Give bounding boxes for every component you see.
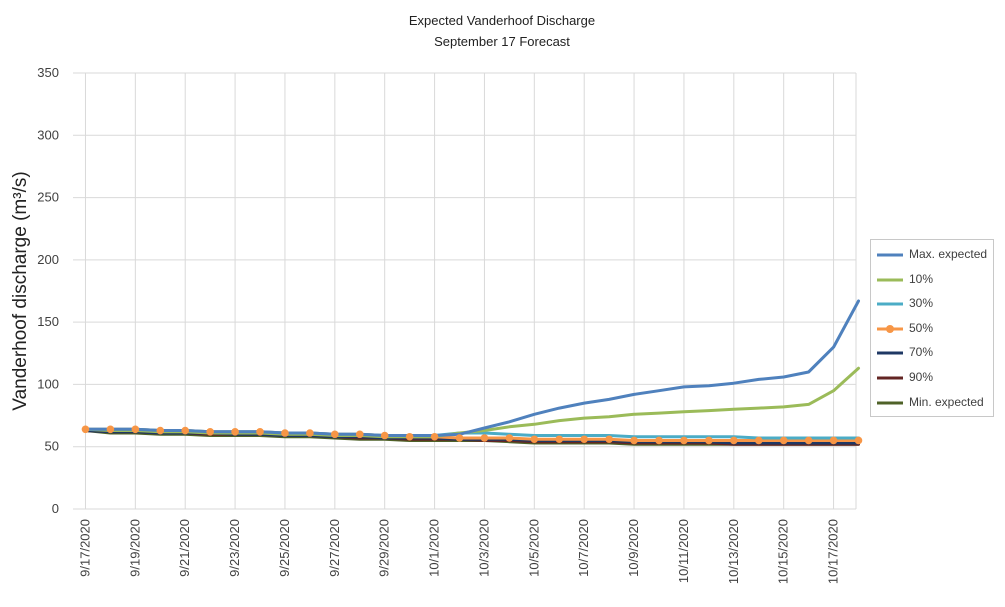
data-point-marker	[231, 427, 239, 436]
x-tick-label: 9/23/2020	[227, 519, 242, 577]
series-line-10-	[84, 366, 860, 439]
legend-swatch	[877, 376, 903, 380]
data-point-marker	[779, 436, 788, 445]
x-tick-label: 10/15/2020	[776, 519, 791, 584]
data-point-marker	[455, 434, 464, 442]
data-point-marker	[81, 425, 90, 434]
data-point-marker	[530, 435, 539, 444]
chart-title: Expected Vanderhoof Discharge	[409, 13, 595, 28]
data-point-marker	[854, 436, 863, 445]
series-lines	[84, 299, 860, 446]
legend-swatch	[877, 351, 903, 355]
data-point-marker	[730, 436, 738, 445]
x-tick-label: 9/25/2020	[277, 519, 292, 577]
legend-label: 30%	[909, 296, 934, 311]
legend-label: 50%	[909, 320, 934, 335]
data-point-marker	[256, 427, 264, 436]
x-tick-label: 10/3/2020	[476, 519, 491, 577]
legend-swatch	[877, 253, 903, 257]
legend-swatch	[877, 278, 903, 282]
data-point-marker	[829, 436, 838, 445]
series-line-max-expected	[84, 299, 860, 437]
data-point-marker	[331, 430, 339, 439]
legend-item: Max. expected	[875, 246, 993, 264]
data-point-marker	[181, 426, 190, 435]
legend-item: Min. expected	[875, 394, 993, 412]
chart-subtitle: September 17 Forecast	[434, 34, 570, 49]
x-tick-label: 9/27/2020	[327, 519, 342, 577]
data-point-marker	[380, 431, 389, 440]
legend-swatch	[877, 401, 903, 405]
y-tick-label: 250	[37, 190, 59, 205]
x-tick-label: 9/19/2020	[127, 519, 142, 577]
legend-item: 70%	[875, 344, 993, 362]
y-tick-label: 50	[45, 439, 59, 454]
x-tick-label: 10/7/2020	[576, 519, 591, 577]
data-point-marker	[655, 436, 663, 445]
data-point-marker	[206, 427, 214, 436]
data-point-marker	[306, 429, 314, 437]
data-point-marker	[281, 429, 289, 437]
data-point-marker	[630, 436, 638, 445]
legend: Max. expected 10% 30% 50% 70% 90% Min. expecte…	[870, 239, 994, 417]
series-markers	[81, 425, 863, 445]
x-tick-label: 10/1/2020	[427, 519, 442, 577]
tick-labels: 0 50 100 150 200 250 300 350 9/17/2020 9/19/2020 9…	[37, 65, 840, 584]
data-point-marker	[131, 425, 140, 434]
data-point-marker	[680, 436, 688, 445]
data-point-marker	[505, 434, 514, 442]
x-tick-label: 10/11/2020	[676, 519, 691, 583]
y-tick-label: 350	[37, 65, 59, 80]
data-point-marker	[430, 432, 439, 441]
data-point-marker	[405, 432, 414, 441]
x-tick-label: 10/5/2020	[526, 519, 541, 577]
x-tick-label: 9/29/2020	[377, 519, 392, 577]
data-point-marker	[705, 436, 713, 445]
legend-swatch	[877, 302, 903, 306]
data-point-marker	[754, 436, 763, 445]
legend-label: Min. expected	[909, 394, 984, 409]
y-tick-label: 150	[37, 314, 59, 329]
x-tick-label: 9/17/2020	[77, 519, 92, 577]
data-point-marker	[156, 426, 165, 435]
legend-label: 70%	[909, 345, 934, 360]
data-point-marker	[106, 425, 115, 434]
y-tick-label: 300	[37, 127, 59, 142]
y-axis-title: Vanderhoof discharge (m³/s)	[10, 171, 31, 410]
data-point-marker	[555, 435, 564, 444]
legend-label: 90%	[909, 370, 934, 384]
y-tick-label: 200	[37, 252, 59, 267]
x-tick-label: 9/21/2020	[177, 519, 192, 577]
y-tick-label: 100	[37, 376, 59, 391]
data-point-marker	[580, 435, 588, 444]
legend-item: 10%	[875, 271, 993, 289]
data-point-marker	[355, 430, 364, 439]
x-tick-label: 10/13/2020	[726, 519, 741, 584]
data-point-marker	[605, 435, 613, 444]
legend-item: 90%	[875, 369, 993, 387]
data-point-marker	[804, 436, 813, 445]
y-tick-label: 0	[52, 501, 59, 516]
data-point-marker	[480, 434, 489, 442]
legend-label: Max. expected	[909, 247, 988, 261]
x-tick-label: 10/9/2020	[626, 519, 641, 577]
legend-item: 30%	[875, 295, 993, 313]
legend-item: 50%	[875, 320, 993, 338]
x-tick-label: 10/17/2020	[826, 519, 841, 584]
legend-label: 10%	[909, 271, 934, 286]
legend-swatch	[877, 324, 903, 333]
